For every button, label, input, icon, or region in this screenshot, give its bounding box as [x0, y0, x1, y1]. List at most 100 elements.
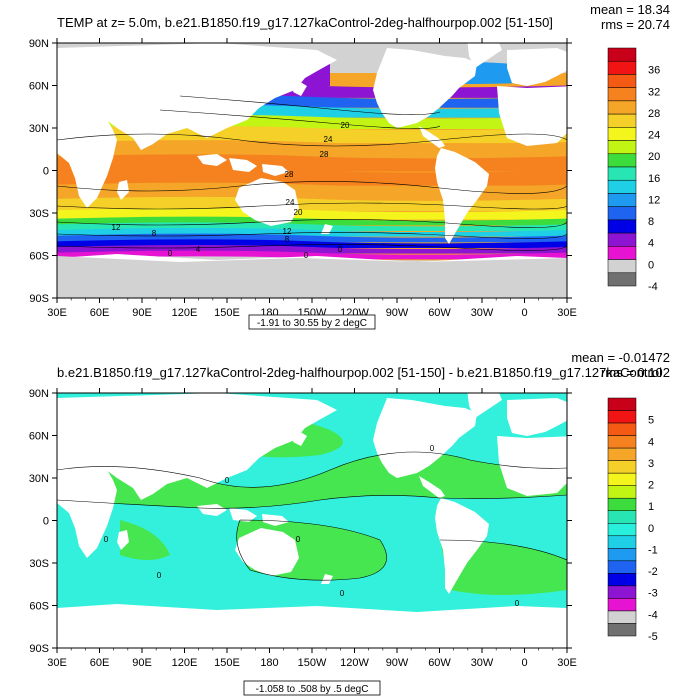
x-tick-label: 150E — [214, 657, 240, 669]
colorbar-label: 4 — [648, 436, 654, 448]
contour-label: 8 — [285, 235, 290, 244]
panel-2-contour-labels: 0 0 0 0 0 0 0 — [104, 444, 520, 608]
x-tick-label: 30E — [47, 657, 67, 669]
x-tick-label: 60E — [90, 307, 110, 319]
colorbar-label: 3 — [648, 458, 654, 470]
contour-label: 20 — [341, 121, 350, 130]
panel-2-contours — [57, 451, 567, 581]
colorbar-label: 12 — [648, 194, 660, 206]
contour-label: 28 — [320, 150, 329, 159]
y-tick-label: 60N — [29, 81, 49, 93]
colorbar-swatch — [607, 523, 637, 537]
colorbar-swatch — [607, 179, 637, 194]
panel-1-colorbar: 36 32 28 24 20 16 12 8 4 0 -4 — [607, 47, 660, 293]
colorbar-label: 4 — [648, 238, 654, 250]
colorbar-label: 16 — [648, 173, 660, 185]
colorbar-label: 32 — [648, 86, 660, 98]
colorbar-label: -4 — [648, 609, 658, 621]
x-tick-label: 0 — [521, 657, 527, 669]
colorbar-swatch — [607, 497, 637, 511]
colorbar-swatch — [607, 447, 637, 461]
panel-1-info-text: -1.91 to 30.55 by 2 degC — [257, 318, 367, 329]
x-tick-label: 0 — [521, 307, 527, 319]
x-tick-label: 30E — [47, 307, 67, 319]
panel-1-axis-ticks: 30E 60E 90E 120E 150E 180 150W 120W 90W 60W 30W 0 30… — [29, 38, 577, 319]
contour-label: 0 — [338, 245, 343, 254]
colorbar-swatch — [607, 87, 637, 102]
contour-label: 4 — [196, 245, 201, 254]
sst-band — [57, 196, 567, 212]
y-tick-label: 0 — [43, 166, 49, 178]
panel-1: TEMP at z= 5.0m, b.e21.B1850.f19_g17.127… — [29, 2, 670, 330]
colorbar-swatch — [607, 460, 637, 474]
y-tick-label: 30N — [29, 123, 49, 135]
x-tick-label: 30E — [557, 307, 577, 319]
colorbar-swatch — [607, 548, 637, 562]
x-tick-label: 60E — [90, 657, 110, 669]
colorbar-label: 36 — [648, 65, 660, 77]
contour-label: 0 — [225, 476, 230, 485]
x-tick-label: 90W — [386, 657, 409, 669]
colorbar-label: 20 — [648, 151, 660, 163]
colorbar-label: 1 — [648, 501, 654, 513]
colorbar-swatch — [607, 410, 637, 424]
y-tick-label: 30S — [29, 558, 49, 570]
colorbar-swatch — [607, 472, 637, 486]
contour-label: 8 — [152, 229, 157, 238]
y-tick-label: 90N — [29, 38, 49, 50]
panel-2: b.e21.B1850.f19_g17.127kaControl-2deg-ha… — [29, 350, 670, 696]
x-tick-label: 60W — [428, 307, 451, 319]
colorbar-label: 5 — [648, 415, 654, 427]
colorbar-swatch — [607, 166, 637, 181]
panel-1-contours — [57, 95, 567, 251]
colorbar-label: -4 — [648, 281, 658, 293]
colorbar-label: 8 — [648, 216, 654, 228]
panel-2-info-box — [243, 680, 381, 696]
panel-1-antarctic-ice — [57, 256, 567, 298]
x-tick-label: 150E — [214, 307, 240, 319]
colorbar-swatch — [607, 510, 637, 524]
colorbar-swatch — [607, 435, 637, 449]
panel-2-mean: mean = -0.01472 — [571, 350, 670, 365]
contour-label: 28 — [285, 170, 294, 179]
panel-2-rms: rms = 0.102 — [601, 365, 670, 380]
colorbar-swatch — [607, 100, 637, 115]
colorbar-swatch — [607, 598, 637, 612]
contour-label: 24 — [286, 198, 295, 207]
y-tick-label: 30N — [29, 473, 49, 485]
panel-2-axis-ticks: 30E 60E 90E 120E 150E 180 150W 120W 90W 60W 30W 0 30… — [29, 388, 577, 669]
x-tick-label: 30W — [471, 307, 494, 319]
contour-label: 0 — [340, 589, 345, 598]
colorbar-swatch — [607, 153, 637, 168]
colorbar-label: -5 — [648, 631, 658, 643]
y-tick-label: 60N — [29, 431, 49, 443]
panel-2-info-text: -1.058 to .508 by .5 degC — [256, 684, 369, 695]
y-tick-label: 0 — [43, 516, 49, 528]
panel-1-info-box — [248, 314, 376, 330]
contour-label: 0 — [296, 535, 301, 544]
y-tick-label: 90N — [29, 388, 49, 400]
contour-label: 12 — [112, 223, 121, 232]
contour-label: 20 — [294, 208, 303, 217]
contour-label: 0 — [304, 251, 309, 260]
y-tick-label: 30S — [29, 208, 49, 220]
colorbar-swatch — [607, 206, 637, 221]
colorbar-label: -2 — [648, 566, 658, 578]
contour-label: 0 — [430, 444, 435, 453]
colorbar-swatch — [607, 47, 637, 62]
y-tick-label: 60S — [29, 601, 49, 613]
colorbar-swatch — [607, 272, 637, 287]
colorbar-swatch — [607, 623, 637, 637]
contour-label: 0 — [515, 599, 520, 608]
colorbar-label: 0 — [648, 523, 654, 535]
colorbar-label: 2 — [648, 480, 654, 492]
colorbar-swatch — [607, 535, 637, 549]
x-tick-label: 30W — [471, 657, 494, 669]
colorbar-label: -3 — [648, 588, 658, 600]
colorbar-label: 0 — [648, 259, 654, 271]
contour-label: 0 — [157, 571, 162, 580]
x-tick-label: 90E — [132, 307, 152, 319]
colorbar-swatch — [607, 60, 637, 75]
colorbar-swatch — [607, 74, 637, 88]
